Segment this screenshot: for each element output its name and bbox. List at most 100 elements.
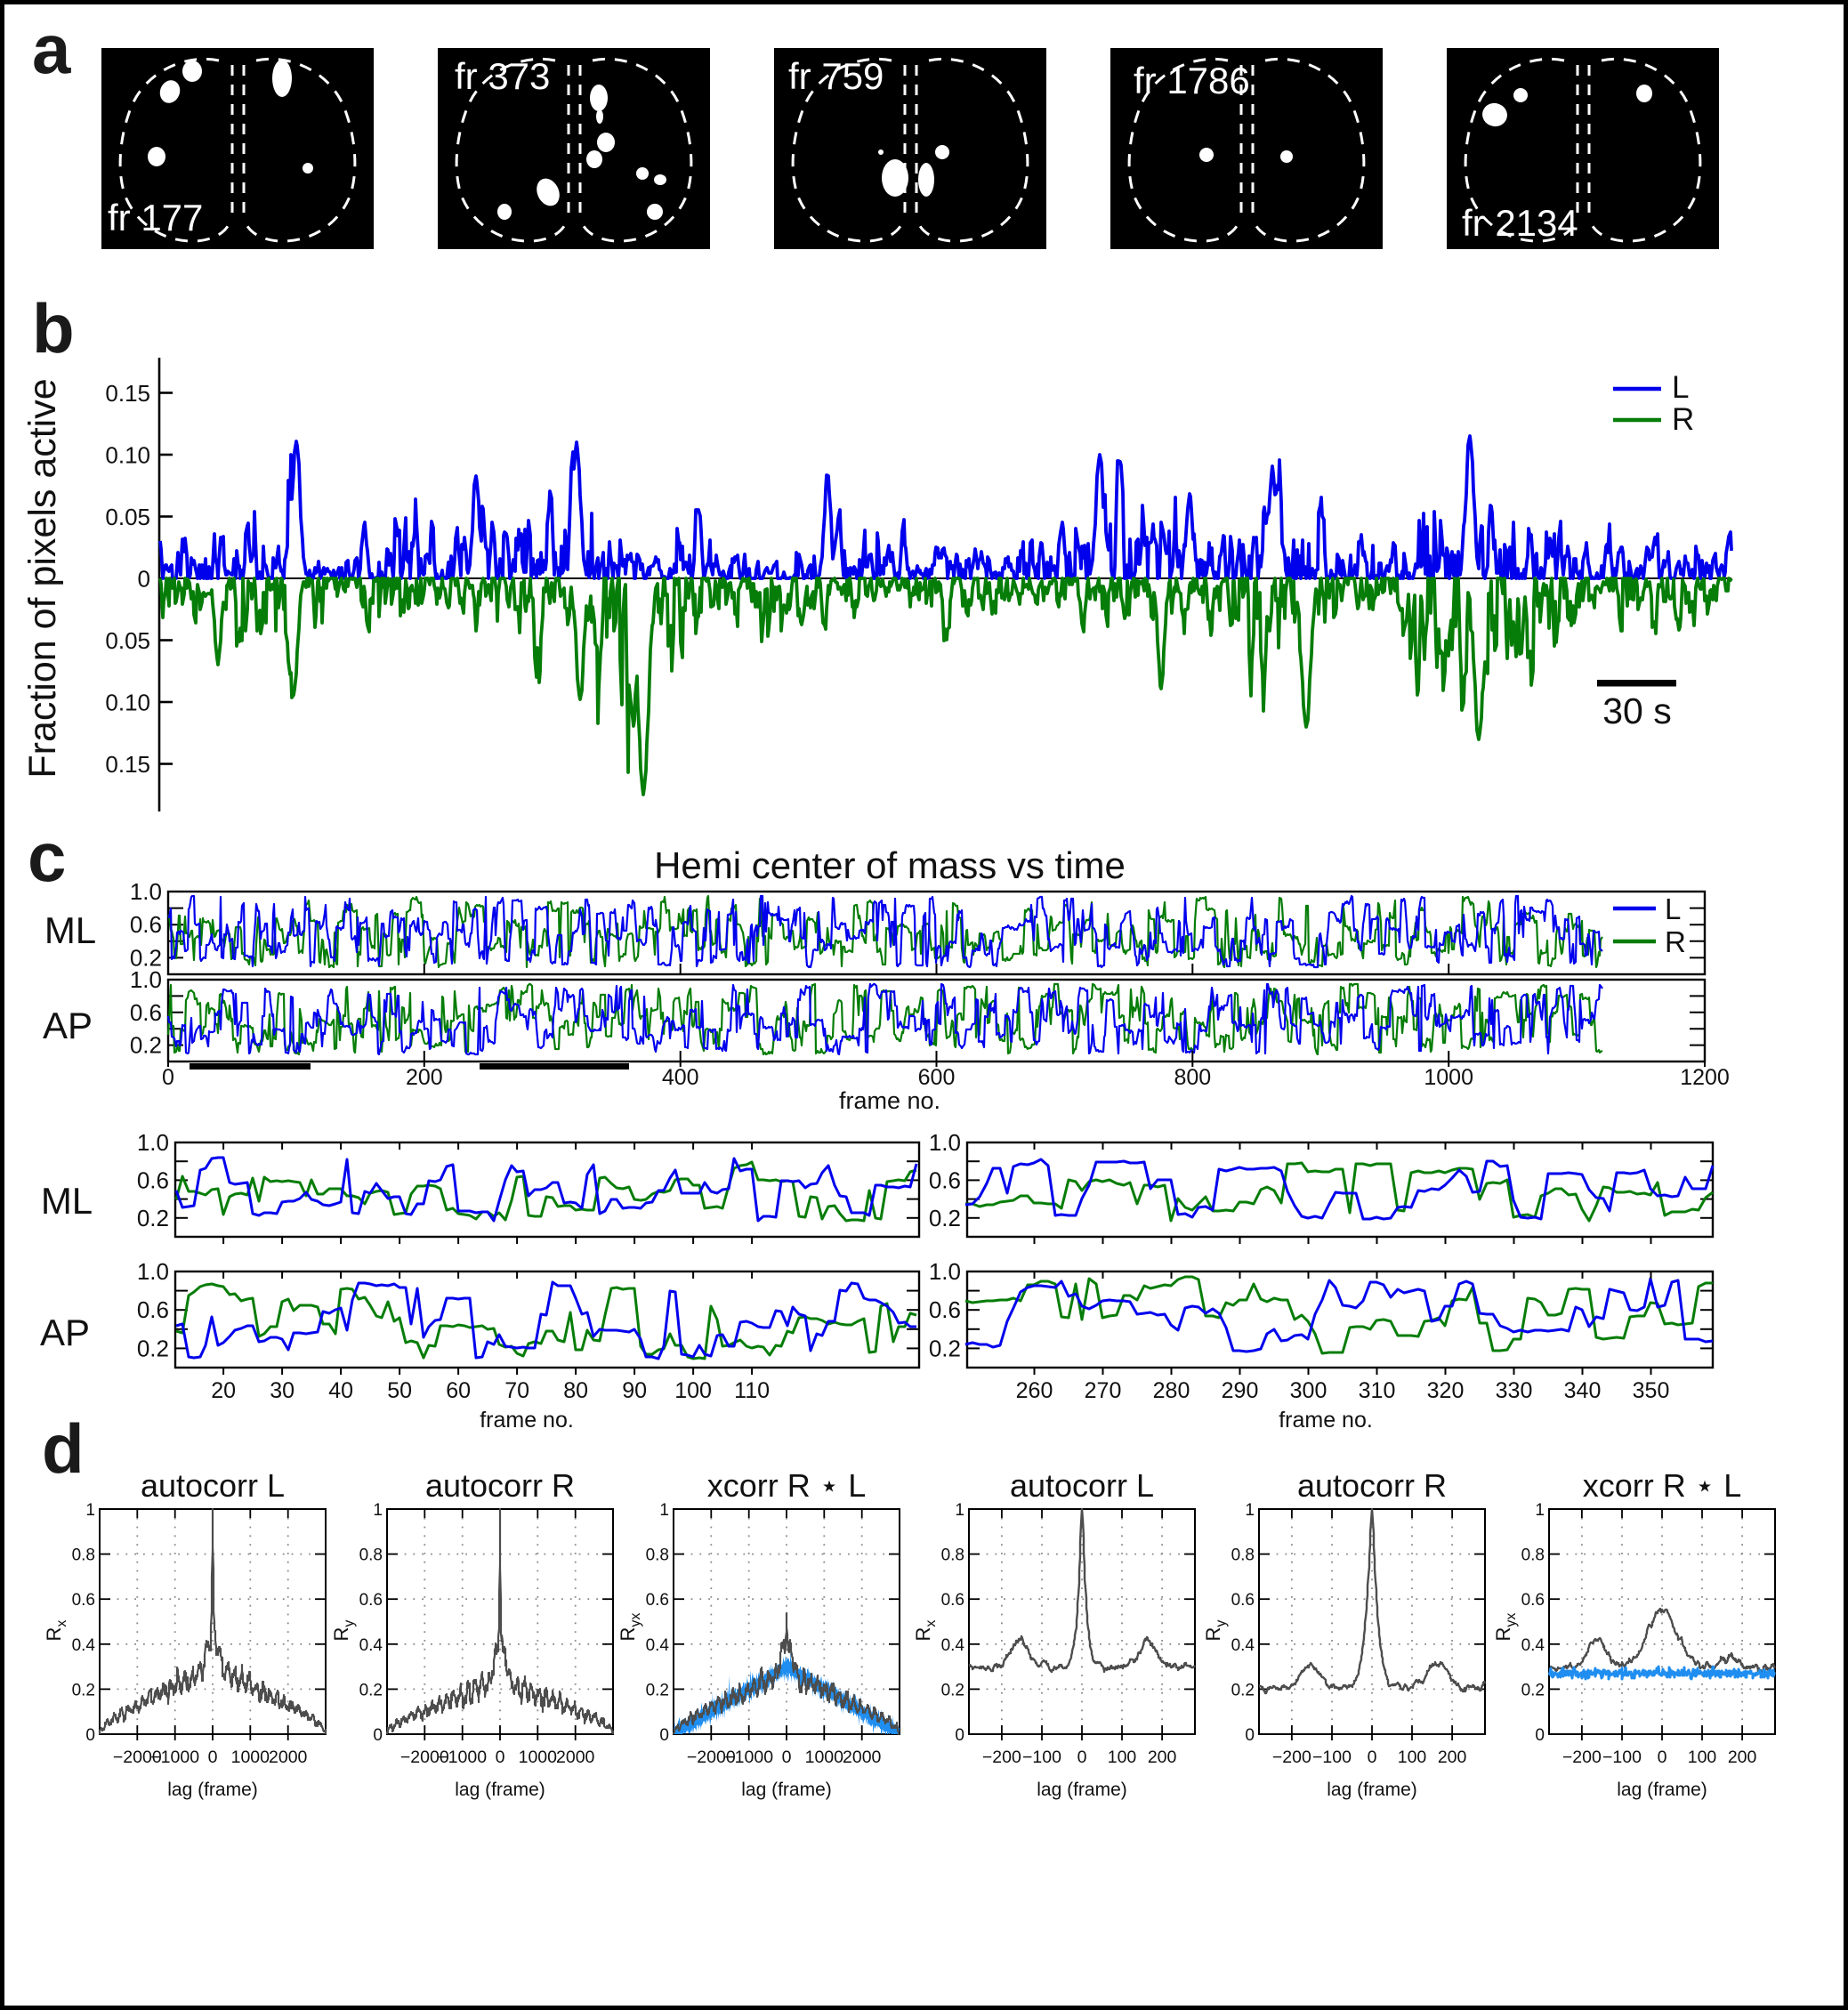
svg-text:0.2: 0.2 (1231, 1681, 1255, 1699)
svg-text:AP: AP (43, 1005, 93, 1046)
svg-text:1000: 1000 (805, 1748, 844, 1767)
svg-text:0.4: 0.4 (359, 1636, 383, 1655)
svg-text:100: 100 (674, 1378, 712, 1403)
svg-text:frame no.: frame no. (1279, 1408, 1373, 1433)
svg-text:xcorr R ⋆ L: xcorr R ⋆ L (707, 1467, 867, 1504)
svg-text:0: 0 (1535, 1726, 1545, 1745)
svg-text:320: 320 (1427, 1378, 1465, 1403)
svg-text:fr 373: fr 373 (455, 55, 550, 97)
svg-text:1: 1 (659, 1501, 669, 1520)
svg-text:0.6: 0.6 (137, 1166, 169, 1193)
svg-text:70: 70 (504, 1378, 529, 1403)
svg-text:0.10: 0.10 (105, 690, 150, 716)
svg-text:0.6: 0.6 (929, 1166, 961, 1193)
svg-text:340: 340 (1564, 1378, 1602, 1403)
svg-text:1: 1 (373, 1501, 383, 1520)
svg-text:2000: 2000 (269, 1748, 308, 1767)
svg-text:0.8: 0.8 (72, 1546, 95, 1565)
svg-text:0.8: 0.8 (1231, 1546, 1255, 1565)
svg-text:0.4: 0.4 (1231, 1636, 1255, 1655)
svg-text:a: a (32, 10, 71, 88)
svg-text:0.2: 0.2 (137, 1205, 169, 1231)
svg-text:350: 350 (1633, 1378, 1670, 1403)
svg-text:xcorr R ⋆ L: xcorr R ⋆ L (1583, 1467, 1742, 1504)
svg-text:fr 1786: fr 1786 (1134, 60, 1250, 101)
svg-text:400: 400 (662, 1065, 699, 1090)
svg-text:40: 40 (328, 1378, 353, 1403)
svg-text:−1000: −1000 (438, 1748, 487, 1767)
svg-text:200: 200 (406, 1065, 443, 1090)
svg-text:0.15: 0.15 (105, 380, 150, 407)
svg-text:0.6: 0.6 (130, 999, 162, 1026)
svg-text:100: 100 (1398, 1748, 1427, 1767)
svg-text:0.15: 0.15 (105, 751, 150, 778)
svg-text:290: 290 (1222, 1378, 1259, 1403)
svg-text:30 s: 30 s (1602, 690, 1672, 731)
svg-text:fr 759: fr 759 (788, 55, 884, 97)
svg-text:0.6: 0.6 (137, 1296, 169, 1323)
svg-text:0: 0 (373, 1726, 383, 1745)
svg-text:0.2: 0.2 (646, 1681, 669, 1699)
svg-text:0: 0 (208, 1748, 218, 1767)
svg-text:fr 2134: fr 2134 (1462, 202, 1578, 244)
svg-text:800: 800 (1174, 1065, 1211, 1090)
svg-text:0.2: 0.2 (130, 1032, 162, 1059)
svg-text:AP: AP (40, 1312, 90, 1353)
svg-text:−2000: −2000 (113, 1748, 162, 1767)
svg-text:1.0: 1.0 (130, 966, 162, 993)
svg-text:autocorr R: autocorr R (1297, 1467, 1447, 1504)
svg-text:ML: ML (44, 909, 96, 951)
svg-text:−1000: −1000 (150, 1748, 199, 1767)
svg-text:0.2: 0.2 (130, 944, 162, 971)
svg-text:autocorr L: autocorr L (1010, 1467, 1154, 1504)
svg-text:1000: 1000 (1424, 1065, 1473, 1090)
svg-text:−100: −100 (1602, 1748, 1642, 1767)
svg-text:0.2: 0.2 (929, 1335, 961, 1361)
svg-text:1.0: 1.0 (130, 878, 162, 905)
svg-text:−100: −100 (1312, 1748, 1352, 1767)
svg-text:1.0: 1.0 (137, 1129, 169, 1156)
svg-text:R: R (1665, 925, 1686, 958)
svg-text:330: 330 (1496, 1378, 1533, 1403)
svg-text:1: 1 (955, 1501, 964, 1520)
svg-text:0: 0 (1077, 1748, 1087, 1767)
svg-text:1.0: 1.0 (137, 1258, 169, 1285)
svg-text:2000: 2000 (843, 1748, 882, 1767)
svg-text:0.2: 0.2 (929, 1205, 961, 1231)
svg-text:lag (frame): lag (frame) (167, 1780, 258, 1800)
svg-text:0.8: 0.8 (941, 1546, 964, 1565)
svg-text:1.0: 1.0 (929, 1258, 961, 1285)
svg-text:0.6: 0.6 (929, 1296, 961, 1323)
svg-text:0.8: 0.8 (359, 1546, 383, 1565)
svg-text:0.6: 0.6 (646, 1591, 669, 1610)
svg-text:1: 1 (1245, 1501, 1255, 1520)
svg-text:1000: 1000 (231, 1748, 270, 1767)
svg-text:L: L (1665, 892, 1681, 925)
svg-text:−200: −200 (1562, 1748, 1602, 1767)
svg-text:0.2: 0.2 (72, 1681, 95, 1699)
svg-text:Fraction of pixels active: Fraction of pixels active (21, 378, 64, 778)
svg-text:1: 1 (85, 1501, 95, 1520)
svg-text:autocorr R: autocorr R (425, 1467, 575, 1504)
svg-text:20: 20 (211, 1378, 236, 1403)
svg-text:1.0: 1.0 (929, 1129, 961, 1156)
svg-text:110: 110 (734, 1378, 770, 1403)
svg-text:0.2: 0.2 (1521, 1681, 1545, 1699)
svg-text:0.6: 0.6 (1521, 1591, 1545, 1610)
svg-text:310: 310 (1359, 1378, 1396, 1403)
svg-text:280: 280 (1153, 1378, 1190, 1403)
svg-text:600: 600 (918, 1065, 956, 1090)
svg-text:Hemi center of mass vs time: Hemi center of mass vs time (654, 844, 1126, 886)
svg-text:2000: 2000 (556, 1748, 595, 1767)
svg-text:0: 0 (1368, 1748, 1377, 1767)
svg-text:0.10: 0.10 (105, 442, 150, 469)
svg-text:lag (frame): lag (frame) (741, 1780, 832, 1800)
svg-text:−100: −100 (1022, 1748, 1061, 1767)
svg-text:lag (frame): lag (frame) (1327, 1780, 1417, 1800)
svg-text:0: 0 (659, 1726, 669, 1745)
svg-text:0.05: 0.05 (105, 504, 150, 530)
svg-text:0: 0 (138, 566, 150, 593)
svg-text:100: 100 (1108, 1748, 1137, 1767)
svg-text:0: 0 (955, 1726, 964, 1745)
svg-text:frame no.: frame no. (839, 1087, 940, 1114)
